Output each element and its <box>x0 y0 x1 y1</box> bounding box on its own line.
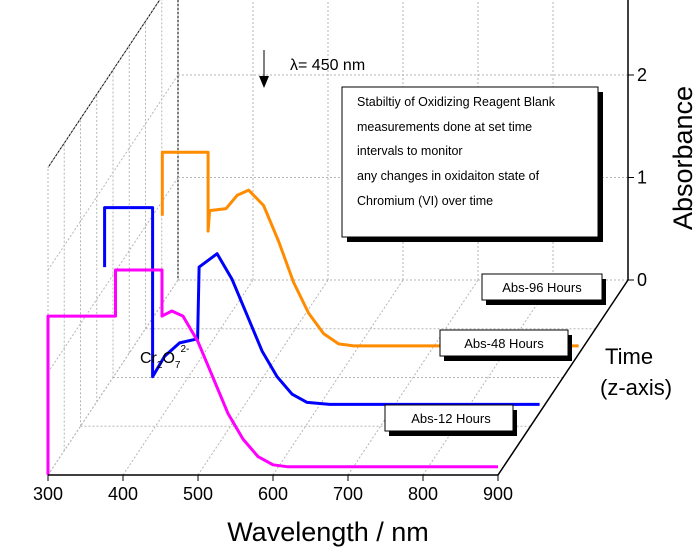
species-sub-2: 2 <box>157 360 163 371</box>
series-line-2 <box>160 150 579 348</box>
label-96-hours: Abs-96 Hours <box>481 273 606 305</box>
x-tick-label-1: 400 <box>108 484 138 504</box>
label-12-hours: Abs-12 Hours <box>384 404 517 436</box>
z-axis <box>497 279 629 476</box>
x-tick-label-5: 800 <box>408 484 438 504</box>
note-line-4: any changes in oxidaiton state of <box>357 169 540 183</box>
species-cr: Cr <box>140 350 158 367</box>
series-line-1 <box>103 206 540 406</box>
x-tick-label-0: 300 <box>33 484 63 504</box>
note-line-3: intervals to monitor <box>357 144 463 158</box>
lambda-annotation: λ= 450 nm <box>290 57 365 74</box>
y-axis-label: Absorbance <box>668 86 698 230</box>
label-48-hours-text: Abs-48 Hours <box>464 336 544 351</box>
svg-text:Cr2O72-: Cr2O7 2- <box>140 344 189 371</box>
lambda-arrow-head <box>259 76 269 88</box>
species-sub-7: 7 <box>175 360 181 371</box>
floor-grid-line-5 <box>422 279 554 476</box>
series-line-0 <box>46 268 498 475</box>
x-tick-label-2: 500 <box>183 484 213 504</box>
z-axis-label-line1: Time <box>605 344 653 369</box>
note-line-5: Chromium (VI) over time <box>357 194 493 208</box>
species-charge: 2- <box>180 344 189 355</box>
y-tick-label-0: 0 <box>637 270 647 290</box>
dichromate-label: Cr2O7 2- <box>140 344 189 371</box>
x-tick-label-3: 600 <box>258 484 288 504</box>
axes <box>47 0 634 481</box>
note-box: Stabiltiy of Oxidizing Reagent Blank mea… <box>341 86 603 242</box>
floor-grid-line-1 <box>122 279 254 476</box>
x-axis-label: Wavelength / nm <box>227 517 429 547</box>
x-tick-label-4: 700 <box>333 484 363 504</box>
label-96-hours-text: Abs-96 Hours <box>502 280 582 295</box>
data-series <box>46 150 579 475</box>
y-tick-label-1: 1 <box>637 168 647 188</box>
tick-labels: 3004005006007008009000123 <box>33 65 647 504</box>
note-line-1: Stabiltiy of Oxidizing Reagent Blank <box>357 95 556 109</box>
y-tick-label-2: 2 <box>637 65 647 85</box>
label-12-hours-text: Abs-12 Hours <box>411 411 491 426</box>
species-o: O <box>162 350 174 367</box>
z-axis-label-line2: (z-axis) <box>600 375 672 400</box>
side-grid-horz-1 <box>47 177 179 373</box>
x-tick-label-6: 900 <box>483 484 513 504</box>
label-48-hours: Abs-48 Hours <box>439 329 572 361</box>
side-grid-horz-3 <box>47 0 161 168</box>
note-line-2: measurements done at set time <box>357 120 532 134</box>
